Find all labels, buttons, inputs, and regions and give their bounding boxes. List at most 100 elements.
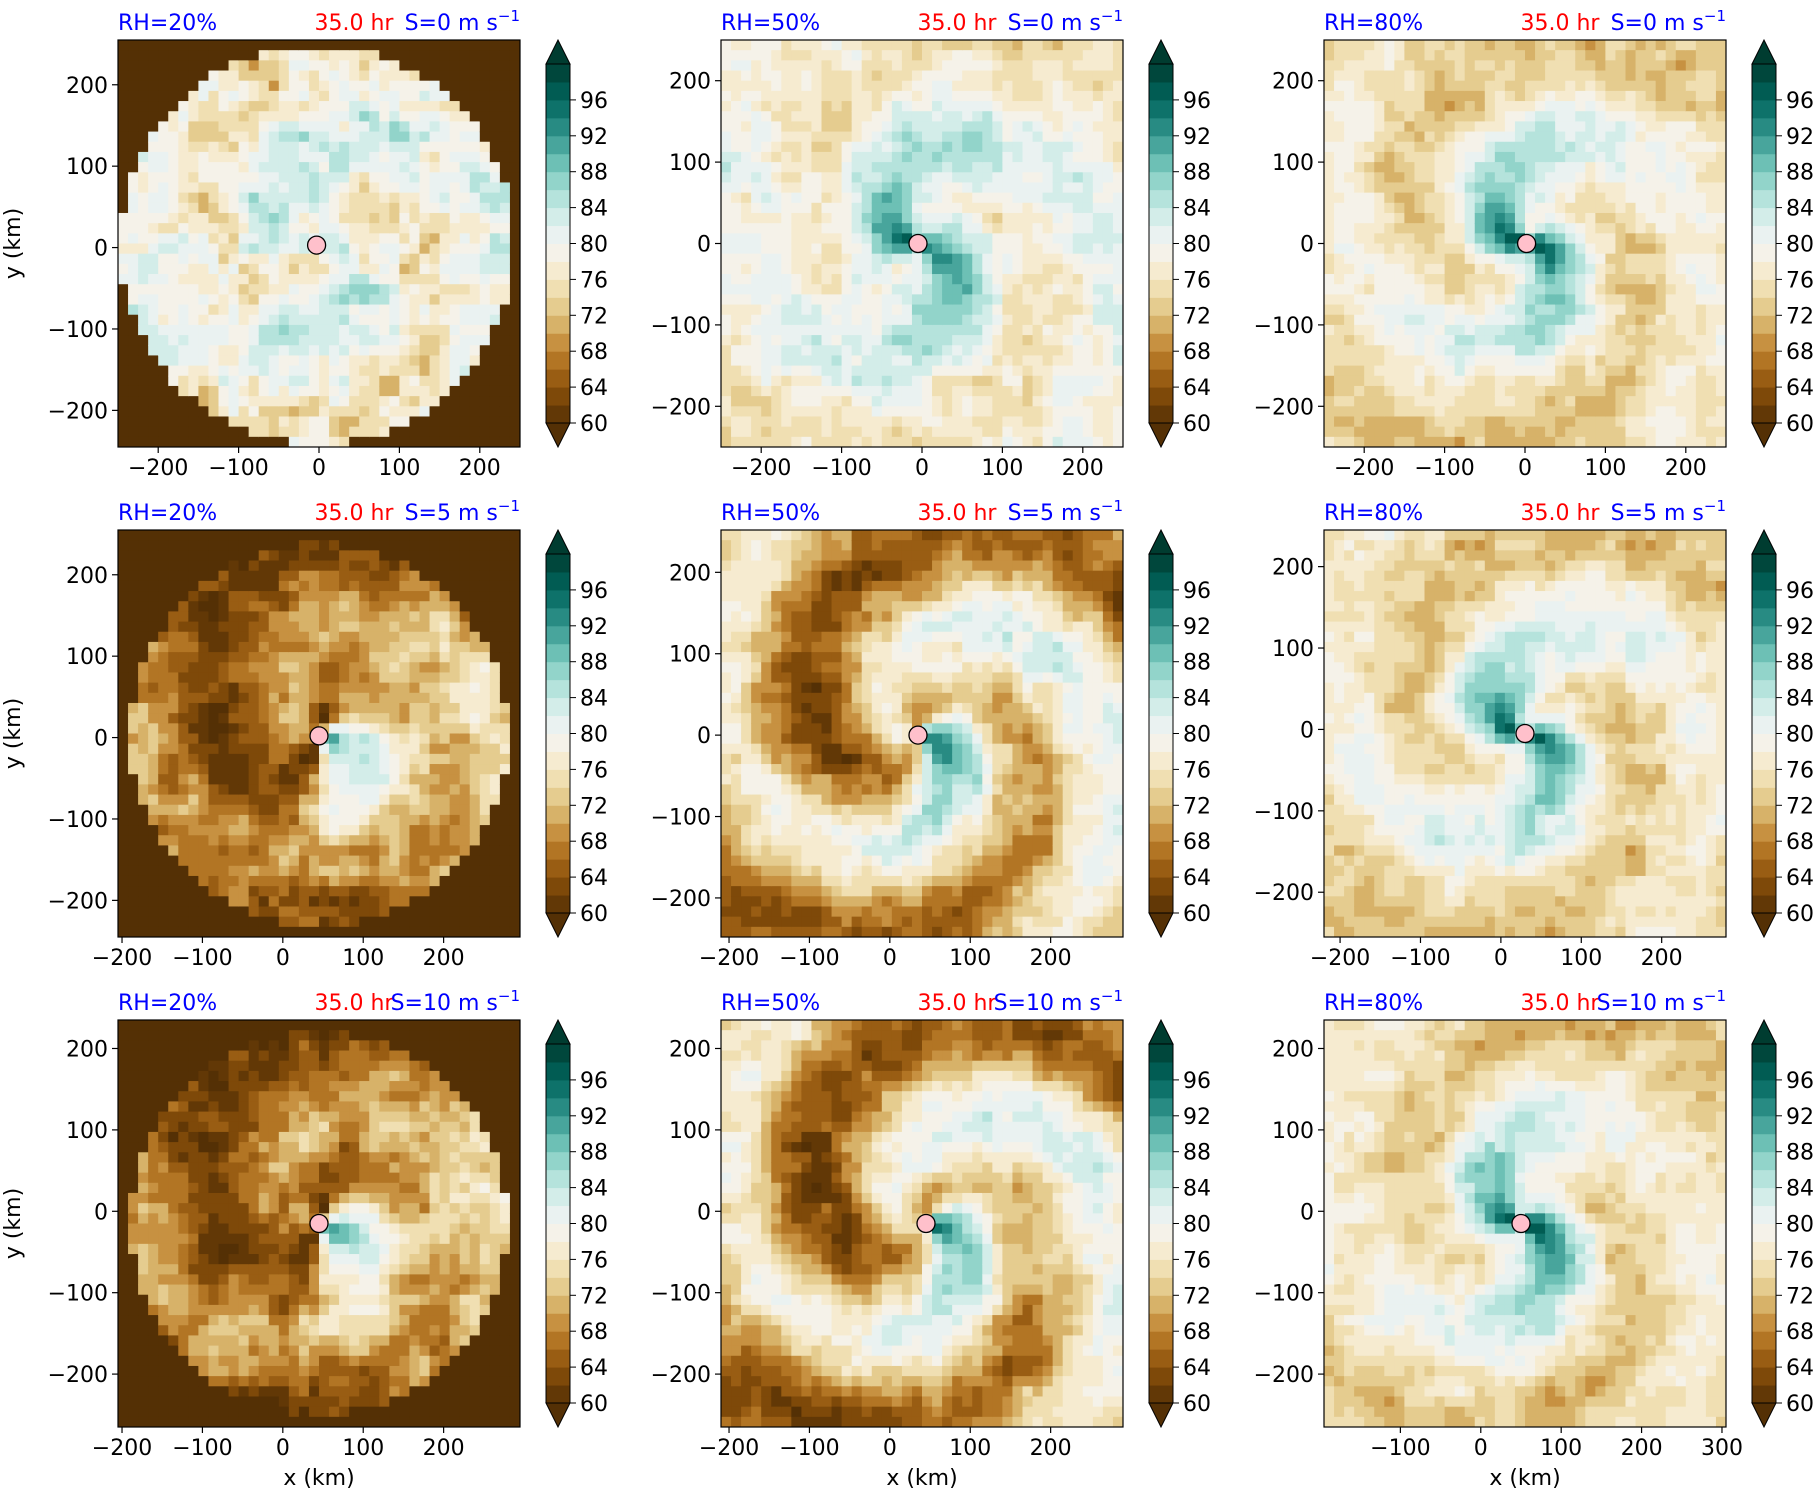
field-cell bbox=[1424, 101, 1436, 112]
field-cell bbox=[268, 294, 280, 306]
field-cell bbox=[278, 223, 290, 234]
field-cell bbox=[761, 406, 772, 418]
field-cell bbox=[168, 80, 179, 92]
field-cell bbox=[268, 50, 280, 61]
field-cell bbox=[258, 263, 270, 275]
field-cell bbox=[499, 151, 511, 163]
field-cell bbox=[188, 355, 199, 367]
field-cell bbox=[1082, 274, 1094, 285]
field-cell bbox=[349, 263, 360, 275]
field-cell bbox=[379, 131, 390, 143]
colorbar-segment bbox=[1149, 189, 1173, 209]
field-cell bbox=[1444, 141, 1456, 153]
field-cell bbox=[1705, 314, 1717, 326]
field-cell bbox=[962, 365, 973, 377]
field-cell bbox=[911, 314, 923, 326]
field-cell bbox=[1655, 396, 1667, 407]
field-cell bbox=[1414, 406, 1426, 418]
field-cell bbox=[1685, 335, 1697, 346]
field-cell bbox=[1715, 406, 1726, 418]
field-cell bbox=[499, 436, 511, 447]
field-cell bbox=[419, 324, 431, 336]
field-cell bbox=[359, 233, 370, 245]
field-cell bbox=[359, 243, 370, 255]
field-cell bbox=[419, 60, 431, 72]
field-cell bbox=[419, 141, 431, 153]
field-cell bbox=[1414, 223, 1426, 234]
field-cell bbox=[499, 385, 511, 397]
field-cell bbox=[922, 365, 933, 377]
field-cell bbox=[188, 131, 199, 143]
field-cell bbox=[1504, 416, 1516, 428]
field-cell bbox=[238, 406, 250, 418]
field-cell bbox=[1555, 50, 1566, 61]
field-cell bbox=[339, 324, 350, 336]
field-cell bbox=[1595, 355, 1606, 367]
field-cell bbox=[308, 40, 320, 51]
field-cell bbox=[901, 243, 913, 255]
field-cell bbox=[1394, 233, 1405, 245]
field-cell bbox=[1705, 436, 1717, 447]
field-cell bbox=[1454, 345, 1466, 357]
colorbar-extend-min bbox=[545, 422, 571, 449]
field-cell bbox=[278, 101, 290, 112]
field-cell bbox=[1394, 131, 1405, 143]
field-cell bbox=[891, 70, 903, 82]
field-cell bbox=[761, 243, 772, 255]
field-cell bbox=[298, 151, 310, 163]
field-cell bbox=[459, 314, 471, 326]
field-cell bbox=[1585, 202, 1596, 214]
field-cell bbox=[409, 324, 421, 336]
field-cell bbox=[1545, 263, 1556, 275]
field-cell bbox=[1052, 263, 1064, 275]
field-cell bbox=[288, 202, 300, 214]
field-cell bbox=[268, 141, 280, 153]
field-cell bbox=[1705, 406, 1717, 418]
field-cell bbox=[1334, 212, 1345, 224]
x-tick-label: 100 bbox=[981, 456, 1023, 481]
field-cell bbox=[1052, 70, 1064, 82]
field-cell bbox=[1354, 202, 1365, 214]
field-cell bbox=[1454, 111, 1466, 123]
field-cell bbox=[278, 263, 290, 275]
field-cell bbox=[1112, 192, 1123, 204]
field-cell bbox=[188, 304, 199, 316]
field-cell bbox=[1092, 426, 1104, 438]
field-cell bbox=[841, 365, 853, 377]
y-tick-label: −200 bbox=[48, 399, 108, 424]
field-cell bbox=[1032, 335, 1044, 346]
field-cell bbox=[128, 151, 139, 163]
colorbar-segment bbox=[1752, 297, 1776, 316]
field-cell bbox=[1595, 294, 1606, 306]
field-cell bbox=[1002, 396, 1014, 407]
field-cell bbox=[449, 274, 461, 285]
field-cell bbox=[1052, 151, 1064, 163]
field-cell bbox=[1444, 385, 1456, 397]
field-cell bbox=[932, 406, 943, 418]
field-cell bbox=[751, 375, 762, 387]
field-cell bbox=[841, 426, 853, 438]
field-cell bbox=[489, 141, 501, 153]
field-cell bbox=[308, 212, 320, 224]
field-cell bbox=[1082, 324, 1094, 336]
field-cell bbox=[1615, 182, 1627, 194]
field-cell bbox=[319, 263, 330, 275]
field-cell bbox=[258, 284, 270, 295]
field-cell bbox=[1565, 324, 1576, 336]
field-cell bbox=[1112, 233, 1123, 245]
field-cell bbox=[821, 40, 833, 51]
field-cell bbox=[1705, 304, 1717, 316]
field-cell bbox=[811, 375, 823, 387]
field-cell bbox=[178, 436, 189, 447]
field-cell bbox=[419, 212, 431, 224]
field-cell bbox=[1002, 243, 1014, 255]
field-cell bbox=[1072, 101, 1084, 112]
field-cell bbox=[1404, 263, 1416, 275]
field-cell bbox=[509, 141, 520, 153]
field-cell bbox=[871, 406, 883, 418]
field-cell bbox=[1102, 80, 1114, 92]
field-cell bbox=[148, 436, 159, 447]
rh-title: RH=80% bbox=[1324, 11, 1423, 36]
field-cell bbox=[1675, 385, 1687, 397]
